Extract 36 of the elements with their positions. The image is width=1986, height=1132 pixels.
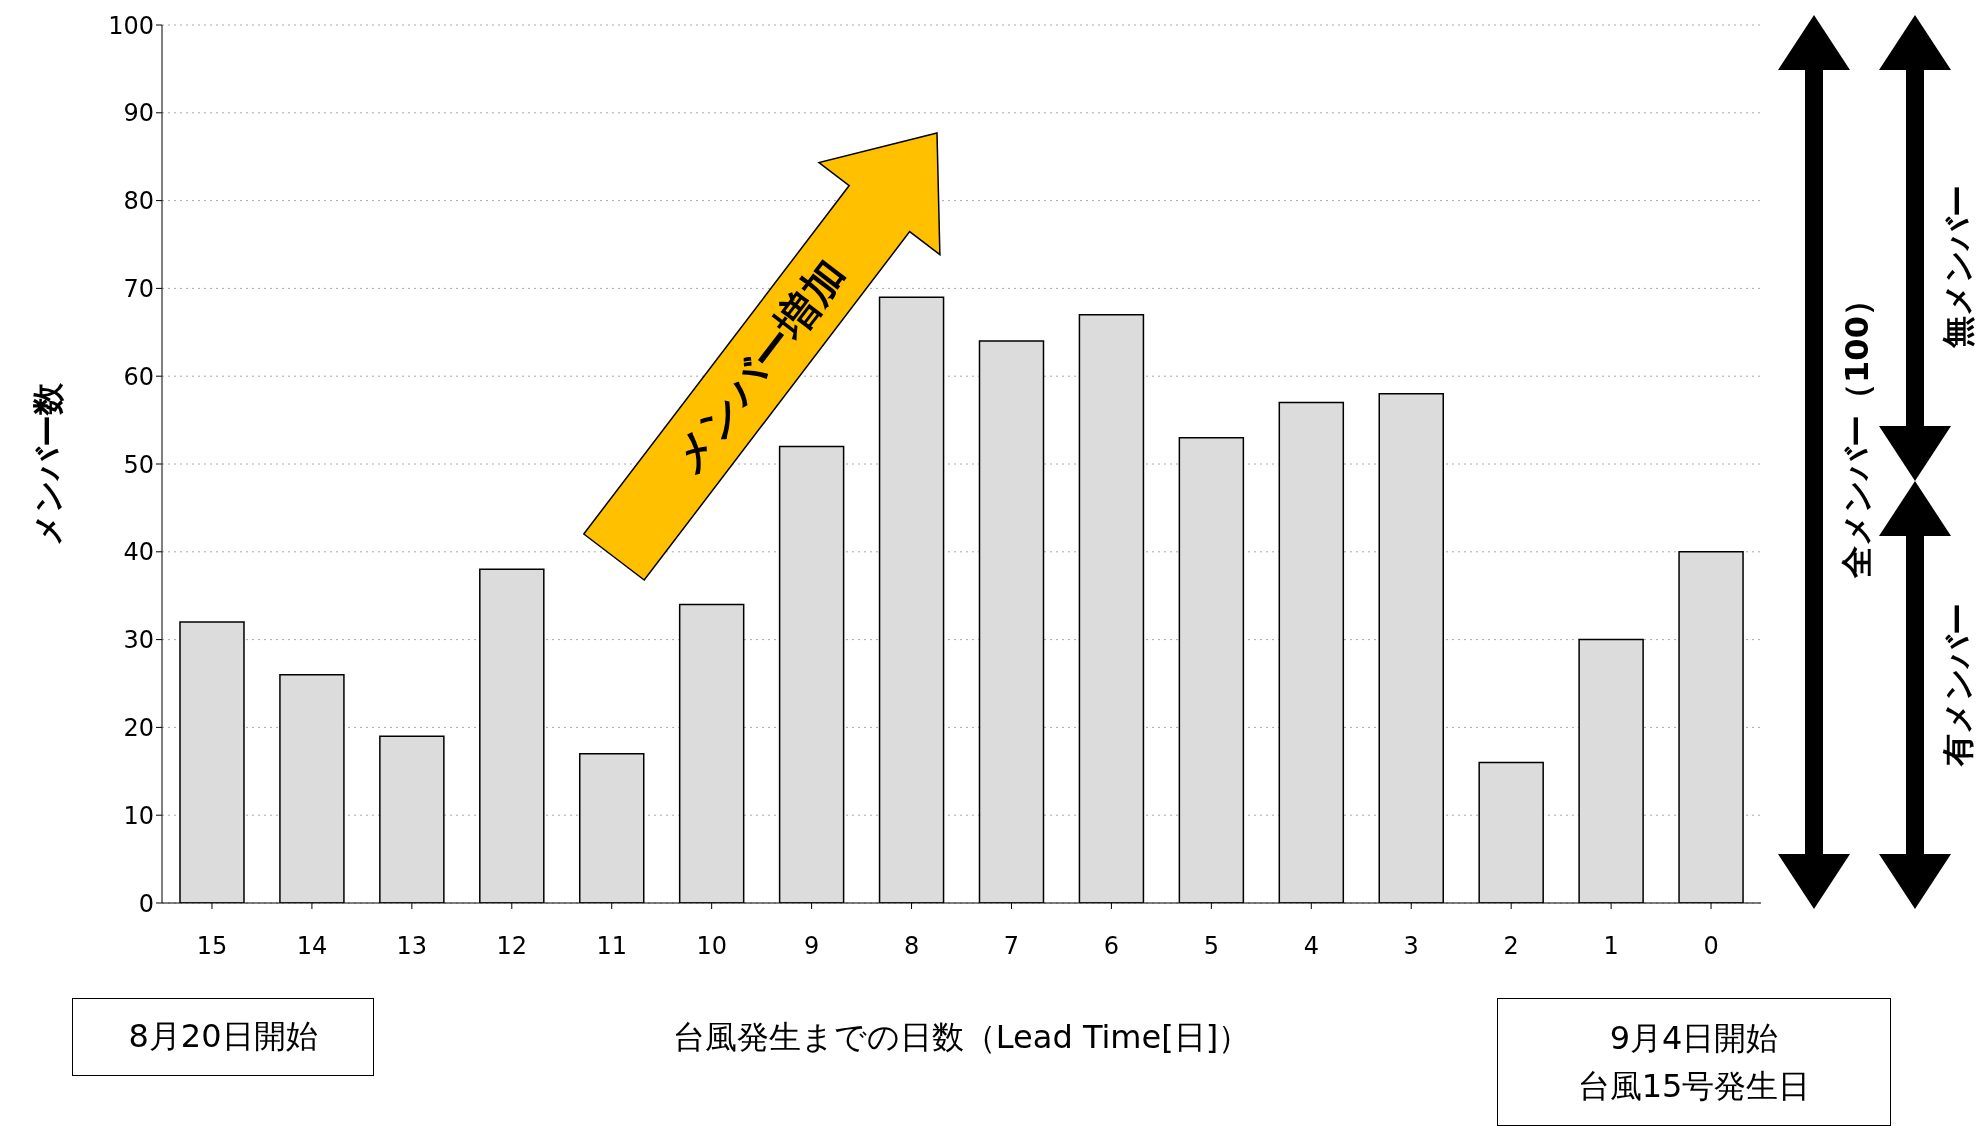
x-tick-label: 9 bbox=[803, 932, 820, 961]
x-tick-label: 4 bbox=[1303, 932, 1319, 961]
text: 有メンバー bbox=[1939, 602, 1977, 767]
x-tick-label: 13 bbox=[396, 932, 428, 961]
y-axis-title: メンバー数 bbox=[29, 381, 68, 546]
y-tick-label: 100 bbox=[108, 11, 154, 40]
text: 台風15号発生日 bbox=[1577, 1066, 1811, 1107]
y-tick-label: 80 bbox=[123, 187, 154, 216]
x-axis-title: 台風発生までの日数（Lead Time[日]） bbox=[672, 1018, 1251, 1056]
x-tick-label: 11 bbox=[596, 932, 627, 961]
x-tick-label: 0 bbox=[1703, 932, 1719, 961]
text: 8月20日開始 bbox=[72, 998, 374, 1076]
y-tick-label: 10 bbox=[123, 801, 154, 830]
x-tick-label: 3 bbox=[1403, 932, 1419, 961]
x-tick-label: 7 bbox=[1003, 932, 1020, 961]
x-tick-label: 1 bbox=[1603, 932, 1619, 961]
x-tick-label: 6 bbox=[1103, 932, 1120, 961]
x-tick-label: 5 bbox=[1203, 932, 1219, 961]
x-tick-label: 8 bbox=[903, 932, 920, 961]
y-tick-label: 60 bbox=[123, 362, 154, 391]
text: 9月4日開始 bbox=[1609, 1018, 1779, 1059]
y-tick-label: 90 bbox=[123, 99, 154, 128]
y-tick-label: 0 bbox=[138, 889, 154, 918]
text: 無メンバー bbox=[1939, 184, 1977, 349]
x-tick-label: 10 bbox=[696, 932, 727, 961]
y-tick-label: 70 bbox=[123, 274, 154, 303]
y-tick-label: 30 bbox=[123, 626, 154, 655]
y-tick-label: 50 bbox=[123, 450, 154, 479]
x-tick-label: 2 bbox=[1503, 932, 1519, 961]
y-tick-label: 40 bbox=[123, 538, 154, 567]
y-tick-label: 20 bbox=[123, 713, 154, 742]
text: 全メンバー（100） bbox=[1838, 284, 1876, 579]
x-tick-label: 12 bbox=[496, 932, 528, 961]
x-tick-label: 14 bbox=[296, 932, 328, 961]
x-tick-label: 15 bbox=[196, 932, 228, 961]
annotation: メンバー増加 bbox=[661, 250, 856, 483]
